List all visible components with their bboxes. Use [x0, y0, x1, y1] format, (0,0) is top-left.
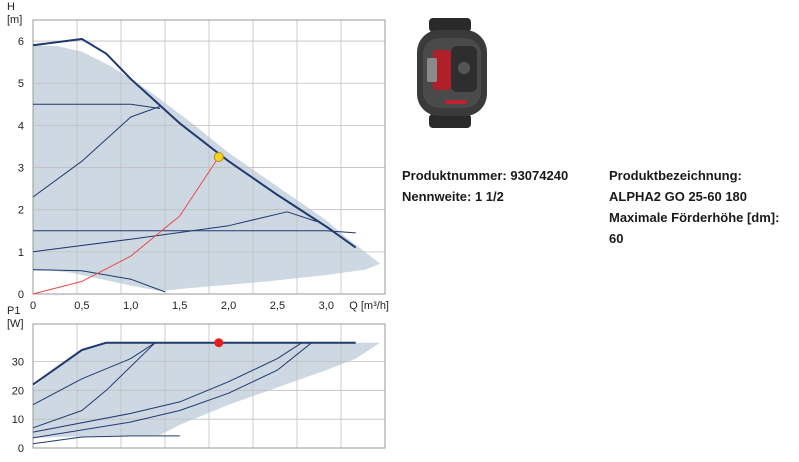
series-line-2	[33, 103, 161, 109]
max-head-value: 60	[609, 231, 624, 246]
y-tick-label: 2	[18, 205, 24, 217]
operating-point	[213, 152, 224, 162]
y-tick-label: 4	[18, 120, 24, 132]
series-line-1	[32, 38, 357, 249]
y-tick-label: 3	[18, 163, 24, 175]
series-line-1	[32, 341, 356, 386]
plot-frame	[32, 19, 386, 295]
plot-frame	[32, 323, 386, 449]
pump-image	[405, 18, 495, 133]
series-line-5	[32, 342, 313, 439]
y-axis-label: H	[7, 1, 15, 13]
x-tick-label: 2,5	[270, 300, 285, 312]
x-tick-label: 1,0	[123, 300, 138, 312]
series-line-4	[32, 342, 303, 433]
x-tick-label: 2,0	[221, 300, 236, 312]
x-axis-label: Q [m³/h]	[349, 300, 389, 312]
head-chart: 0 1 2 3 4 5 6 H[m] 0 0,5 1,0 1,5 2,0 2,5 3,0 Q [m³/h]	[7, 1, 389, 312]
product-designation-value: ALPHA2 GO 25-60 180	[609, 189, 748, 204]
y-tick-label: 20	[12, 385, 24, 397]
series-line-3	[32, 105, 161, 198]
y-tick-label: 1	[18, 247, 24, 259]
series-line-2	[32, 342, 156, 406]
y-tick-label: 10	[12, 414, 24, 426]
y-tick-label: 6	[18, 36, 24, 48]
x-tick-label: 0	[30, 300, 36, 312]
series-line-3	[32, 342, 156, 429]
y-tick-label: 0	[18, 289, 24, 301]
series-line-7	[32, 156, 220, 295]
max-head-label: Maximale Förderhöhe [dm]:	[609, 210, 780, 225]
series-line-6	[32, 435, 180, 445]
pump-icon	[417, 18, 487, 128]
operating-point	[214, 338, 224, 348]
series-line-5	[33, 230, 356, 234]
product-info-left: Produktnummer: 93074240 Nennweite: 1 1/2	[402, 165, 568, 207]
nominal-width: Nennweite: 1 1/2	[402, 189, 504, 204]
y-axis-unit: [m]	[7, 14, 22, 26]
product-info-right: Produktbezeichnung: ALPHA2 GO 25-60 180 …	[609, 165, 779, 249]
y-tick-label: 30	[12, 356, 24, 368]
series-line-4	[32, 211, 317, 253]
power-chart: 0 10 20 30 P1[W]	[7, 305, 386, 455]
y-tick-label: 5	[18, 78, 24, 90]
product-number: Produktnummer: 93074240	[402, 168, 569, 183]
operating-area	[33, 45, 381, 291]
product-designation-label: Produktbezeichnung:	[609, 168, 742, 183]
series-line-6	[32, 269, 166, 293]
y-axis-label: P1	[7, 305, 20, 317]
x-tick-label: 3,0	[319, 300, 334, 312]
y-tick-label: 0	[18, 443, 24, 455]
x-tick-label: 1,5	[172, 300, 187, 312]
x-tick-label: 0,5	[74, 300, 89, 312]
y-axis-unit: [W]	[7, 318, 24, 330]
